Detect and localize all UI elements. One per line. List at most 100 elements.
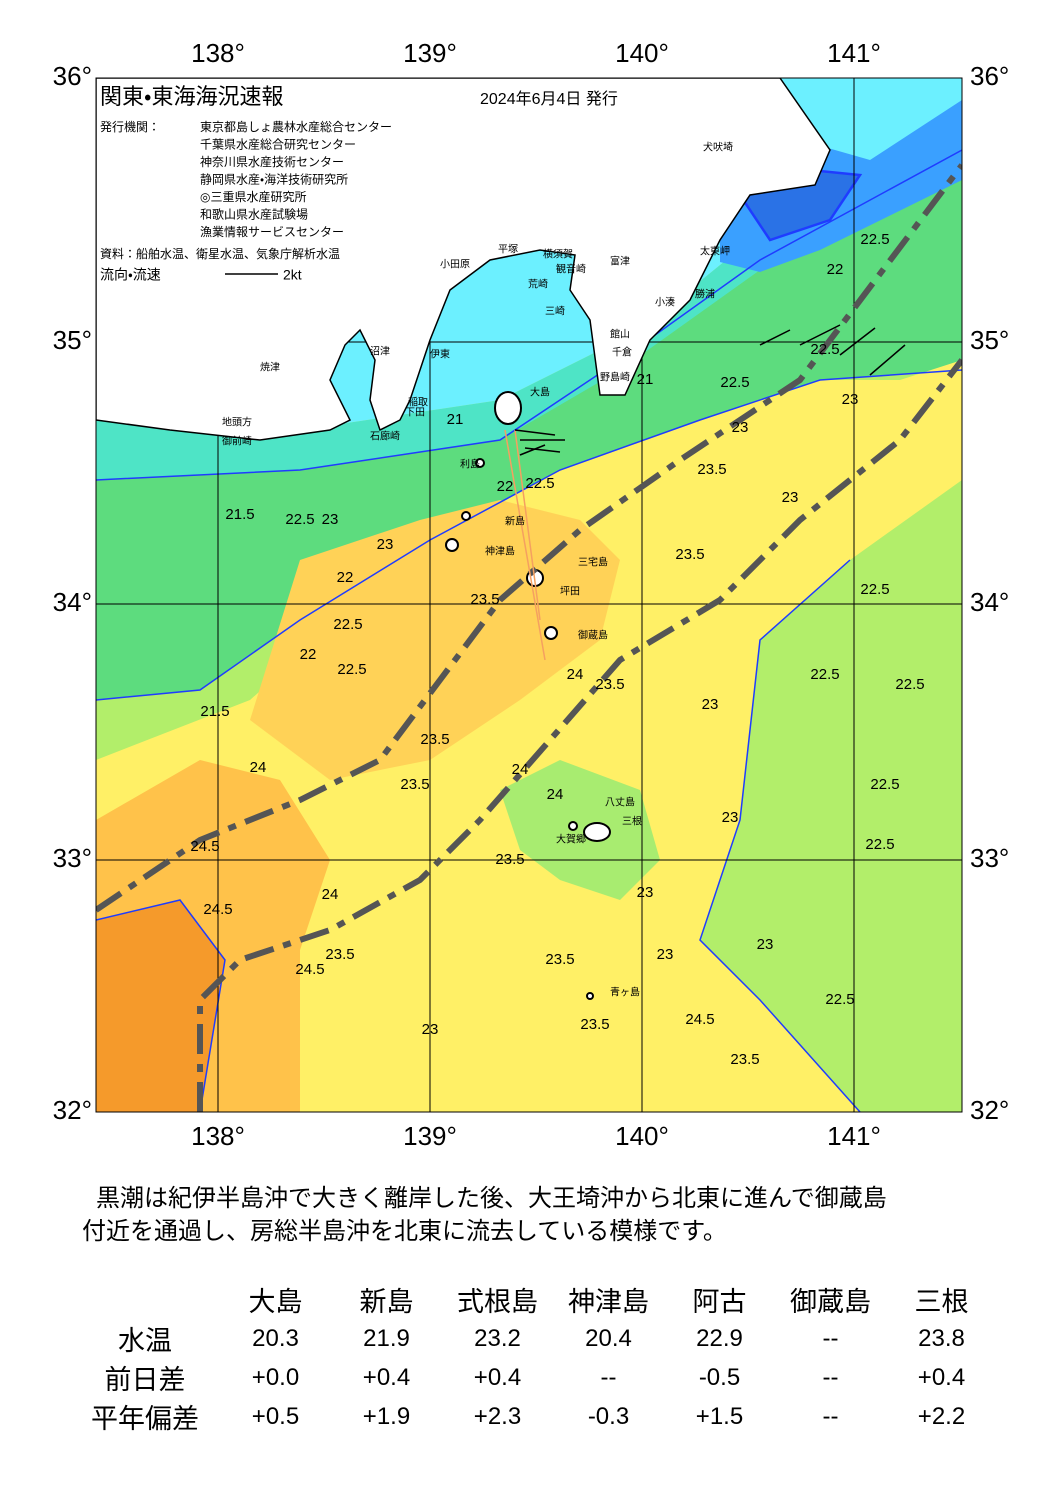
isotherm-label: 24 (512, 761, 529, 778)
isotherm-label: 22.5 (810, 666, 839, 683)
cell: +2.3 (473, 1402, 522, 1430)
place-name: 坪田 (560, 585, 580, 598)
place-name: 荒崎 (528, 278, 548, 291)
isotherm-label: 22.5 (337, 661, 366, 678)
zone-light-orange (250, 500, 620, 780)
map-title: 関東・東海海況速報 (100, 84, 283, 109)
place-name: 犬吠埼 (703, 141, 733, 154)
summary-line: 黒潮は紀伊半島沖で大きく離岸した後、大王埼沖から北東に進んで御蔵島 (96, 1185, 887, 1212)
isotherm-label: 23.5 (470, 591, 499, 608)
isotherms (96, 149, 962, 1112)
zone-yellow (96, 360, 962, 1112)
row-label: 前日差 (104, 1365, 186, 1395)
place-name: 御蔵島 (578, 629, 608, 642)
longitude-label: 141° (827, 1121, 881, 1151)
isotherm-label: 21.5 (200, 703, 229, 720)
row-label-header (70, 1280, 220, 1319)
isotherm-label: 22.5 (870, 776, 899, 793)
station: 大島 (248, 1287, 303, 1317)
latitude-label: 33° (53, 843, 92, 873)
cell: -- (822, 1324, 839, 1352)
longitude-label: 140° (615, 38, 669, 68)
isotherm-label: 23 (757, 936, 774, 953)
publisher: 千葉県水産総合研究センター (200, 137, 356, 152)
summary-line: 付近を通過し、房総半島沖を北東に流去している模様です。 (82, 1218, 727, 1245)
place-name: 稲取 (408, 397, 428, 409)
summary: 黒潮は紀伊半島沖で大きく離岸した後、大王埼沖から北東に進んで御蔵島 付近を通過し… (82, 1182, 982, 1248)
place-name: 三宅島 (578, 556, 608, 569)
place-name: 伊東 (430, 348, 450, 361)
place-name: 富津 (610, 255, 630, 268)
cell: 20.4 (585, 1324, 632, 1352)
longitude-label: 138° (191, 38, 245, 68)
issue-date: 2024年6月4日 発行 (480, 90, 618, 108)
station: 御蔵島 (790, 1287, 871, 1317)
isotherm-label: 22.5 (525, 475, 554, 492)
isotherm-label: 24 (322, 886, 339, 903)
place-name: 大島 (530, 386, 550, 399)
isotherm-label: 22.5 (895, 676, 924, 693)
isotherm-label: 22.5 (810, 341, 839, 358)
publisher: 東京都島しょ農林水産総合センター (200, 119, 392, 134)
isotherm-label: 23 (842, 391, 859, 408)
isotherm-label: 23 (722, 809, 739, 826)
isotherm-label: 21 (637, 371, 654, 388)
place-name: 青ヶ島 (610, 986, 640, 999)
place-name: 野島崎 (600, 371, 630, 384)
zone-teal (96, 130, 962, 480)
latitude-label: 34° (53, 587, 92, 617)
isotherm-label: 23.5 (697, 461, 726, 478)
isotherm-label: 23 (732, 419, 749, 436)
isotherm-label: 22 (497, 478, 514, 495)
isotherm-label: 21.5 (225, 506, 254, 523)
place-name: 神津島 (485, 545, 515, 558)
map-frame (95, 77, 963, 1113)
station: 阿古 (692, 1287, 747, 1317)
isotherm-label: 23.5 (325, 946, 354, 963)
kuroshio-axis (96, 163, 962, 1112)
latitude-label: 32° (970, 1095, 1009, 1125)
publisher: 漁業情報サービスセンター (200, 225, 344, 239)
latitude-label: 33° (970, 843, 1009, 873)
place-name: 勝浦 (695, 288, 715, 301)
station: 神津島 (568, 1287, 649, 1317)
isotherm-label: 22 (300, 646, 317, 663)
isotherm-label: 23.5 (420, 731, 449, 748)
place-name: 御前崎 (222, 435, 252, 448)
cell: +0.5 (251, 1402, 300, 1430)
latitude-label: 34° (970, 587, 1009, 617)
isotherm-label: 23 (782, 489, 799, 506)
cell: 23.8 (918, 1324, 965, 1352)
cell: -0.3 (587, 1402, 630, 1430)
place-name: 三根 (622, 815, 642, 828)
publisher: 和歌山県水産試験場 (200, 207, 308, 222)
observation-table: 大島 新島 式根島 神津島 阿古 御蔵島 三根 水温 20.3 21.9 23.2 20.4 22.9 -… (70, 1280, 997, 1436)
isotherm-label: 23.5 (495, 851, 524, 868)
isotherm-label: 22 (337, 569, 354, 586)
place-name: 横須賀 (543, 248, 573, 261)
legend-scale: 2kt (283, 267, 302, 283)
cell: +0.4 (917, 1363, 966, 1391)
place-name: 下田 (405, 408, 425, 419)
sea-temperature (96, 78, 962, 1112)
place-name: 八丈島 (605, 796, 635, 809)
isotherm-label: 22.5 (285, 511, 314, 528)
place-name: 館山 (610, 328, 630, 341)
zone-dark-orange (96, 900, 225, 1112)
isotherm-label: 23 (657, 946, 674, 963)
cell: 22.9 (696, 1324, 743, 1352)
cell: -- (822, 1363, 839, 1391)
table-row: 平年偏差 +0.5 +1.9 +2.3 -0.3 +1.5 -- +2.2 (70, 1397, 997, 1436)
longitude-label: 139° (403, 38, 457, 68)
isotherm-label: 23 (637, 884, 654, 901)
place-name: 大賀郷 (556, 833, 586, 846)
place-name: 太東岬 (700, 245, 730, 258)
cell: -- (822, 1402, 839, 1430)
isotherm-label: 24 (567, 666, 584, 683)
isotherm-label: 23.5 (400, 776, 429, 793)
zone-hachijo (500, 760, 660, 900)
place-name: 沼津 (370, 345, 390, 358)
